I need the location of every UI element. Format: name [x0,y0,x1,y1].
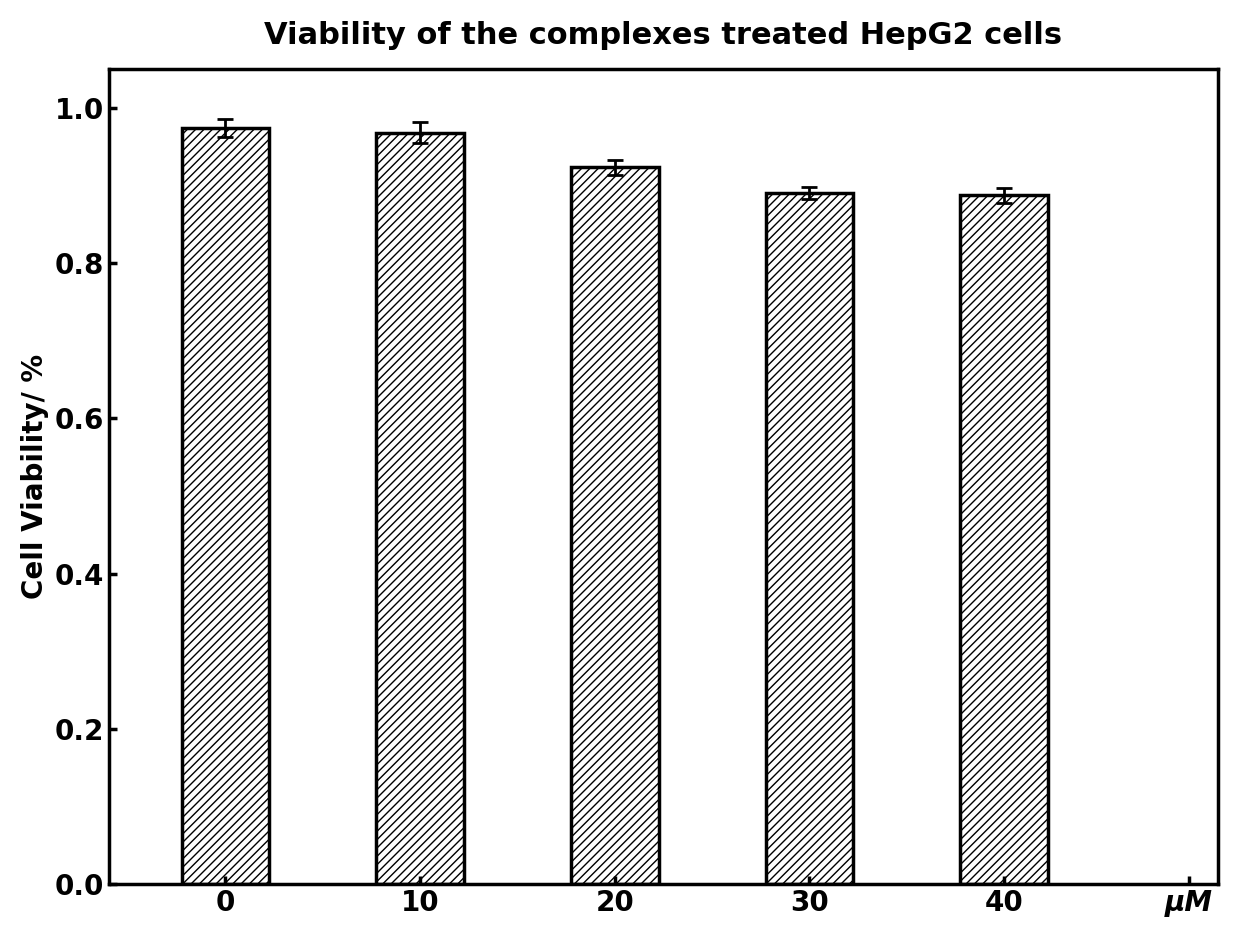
Bar [960,195,1048,885]
Bar [766,193,854,885]
Title: Viability of the complexes treated HepG2 cells: Viability of the complexes treated HepG2… [264,21,1063,50]
Y-axis label: Cell Viability/ %: Cell Viability/ % [21,354,48,599]
Bar [377,132,463,885]
Bar [571,168,659,885]
Bar [182,128,269,885]
